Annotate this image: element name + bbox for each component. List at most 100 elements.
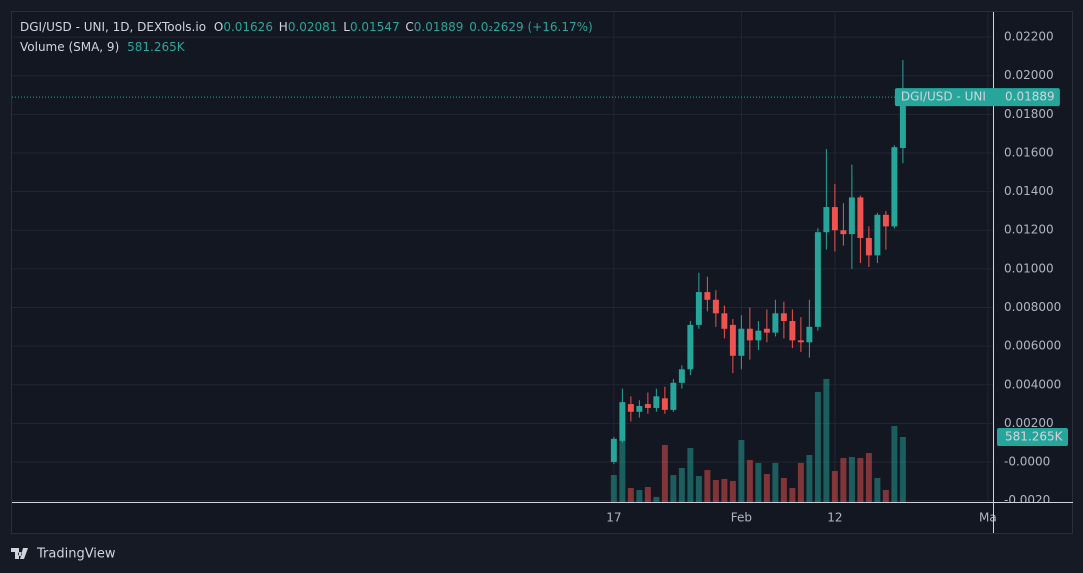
ohlc-value: 0.01626 <box>223 20 273 34</box>
candle-body <box>687 324 694 370</box>
volume-bar <box>865 453 872 502</box>
logo-text: TradingView <box>36 547 116 562</box>
volume-bar <box>636 490 643 502</box>
price-tag-name: DGI/USD - UNI <box>901 90 986 104</box>
candle-body <box>653 396 660 408</box>
candle-body <box>661 398 668 410</box>
y-tick-label: 0.02200 <box>1004 30 1054 44</box>
candle-body <box>704 292 711 300</box>
candle-body <box>746 328 753 341</box>
volume-bar <box>882 490 889 502</box>
candle-body <box>831 207 838 231</box>
ohlc-letter: L <box>343 20 350 34</box>
logo-icon <box>11 548 28 559</box>
volume-bar <box>610 475 617 502</box>
y-tick-label: 0.00200 <box>1004 416 1054 430</box>
volume-bar <box>780 477 787 502</box>
volume-bar <box>627 488 634 502</box>
volume-bar <box>678 467 685 502</box>
volume-bar <box>823 378 830 502</box>
y-tick-label: 0.01200 <box>1004 223 1054 237</box>
symbol-title: DGI/USD - UNI, 1D, DEXTools.io <box>20 20 206 34</box>
volume-bar <box>840 458 847 502</box>
price-tag <box>894 88 1060 107</box>
volume-bar <box>661 444 668 502</box>
candle-body <box>695 292 702 325</box>
ohlc-letter: H <box>279 20 288 34</box>
tradingview-logo: TradingView <box>11 547 116 562</box>
ohlc-value: 0.01547 <box>350 20 400 34</box>
candle-body <box>670 382 677 410</box>
y-tick-label: 0.01800 <box>1004 107 1054 121</box>
volume-bar <box>653 496 660 502</box>
volume-bar <box>772 462 779 502</box>
candle-body <box>806 326 813 343</box>
candle-body <box>899 97 906 148</box>
volume-bar <box>797 462 804 502</box>
candle-body <box>780 313 787 322</box>
candle-body <box>619 402 626 441</box>
volume-bar <box>729 480 736 502</box>
candle-body <box>874 214 881 256</box>
candle-body <box>891 147 898 227</box>
price-tag-value: 0.01889 <box>1005 90 1055 104</box>
y-tick-label: 0.01000 <box>1004 261 1054 275</box>
candle-body <box>627 404 634 412</box>
candle-body <box>678 369 685 383</box>
y-tick-label: -0.0000 <box>1004 455 1050 469</box>
candle-body <box>610 438 617 463</box>
candle-body <box>789 321 796 341</box>
volume-tag-value: 581.265K <box>1005 429 1064 443</box>
candle-body <box>882 214 889 227</box>
y-tick-label: 0.008000 <box>1004 300 1061 314</box>
volume-bar <box>874 477 881 502</box>
volume-bar <box>695 475 702 502</box>
volume-bar <box>857 458 864 502</box>
ohlc-letter: O <box>214 20 223 34</box>
volume-bar <box>746 459 753 502</box>
change: 0.0₂2629 (+16.17%) <box>469 20 592 34</box>
volume-bar <box>891 425 898 502</box>
volume-bar <box>687 447 694 502</box>
volume-bar <box>899 436 906 502</box>
volume-bar <box>704 470 711 502</box>
ohlc-value: 0.01889 <box>414 20 464 34</box>
candle-body <box>712 299 719 314</box>
volume-bar <box>814 391 821 502</box>
candle-body <box>721 313 728 329</box>
candle-body <box>857 197 864 238</box>
candle-body <box>763 328 770 333</box>
volume-bar <box>619 440 626 502</box>
volume-bar <box>848 457 855 502</box>
volume-bar <box>789 488 796 502</box>
candle-body <box>814 232 821 327</box>
candle-body <box>729 324 736 356</box>
candle-body <box>636 406 643 412</box>
candle-body <box>738 328 745 356</box>
volume-bar <box>721 478 728 502</box>
y-tick-label: -0.0020 <box>1004 493 1050 507</box>
y-tick-label: 0.01400 <box>1004 184 1054 198</box>
candle-body <box>772 313 779 333</box>
y-tick-label: 0.004000 <box>1004 377 1061 391</box>
candle-body <box>644 404 651 408</box>
candle-body <box>840 230 847 235</box>
volume-bar <box>712 479 719 502</box>
volume-title: Volume (SMA, 9) <box>20 40 119 54</box>
ohlc-letter: C <box>405 20 413 34</box>
x-tick-label: Ma <box>979 511 997 525</box>
volume-bar <box>644 487 651 502</box>
y-tick-label: 0.01600 <box>1004 145 1054 159</box>
volume-bar <box>670 475 677 502</box>
legend-row: DGI/USD - UNI, 1D, DEXTools.io O0.01626 … <box>20 20 593 34</box>
x-tick-label: 17 <box>606 511 621 525</box>
x-tick-label: Feb <box>731 511 752 525</box>
x-tick-label: 12 <box>827 511 842 525</box>
volume-bar <box>755 462 762 502</box>
volume-tag <box>997 427 1068 446</box>
volume-bar <box>763 474 770 502</box>
candle-body <box>755 330 762 341</box>
candle-body <box>797 340 804 343</box>
